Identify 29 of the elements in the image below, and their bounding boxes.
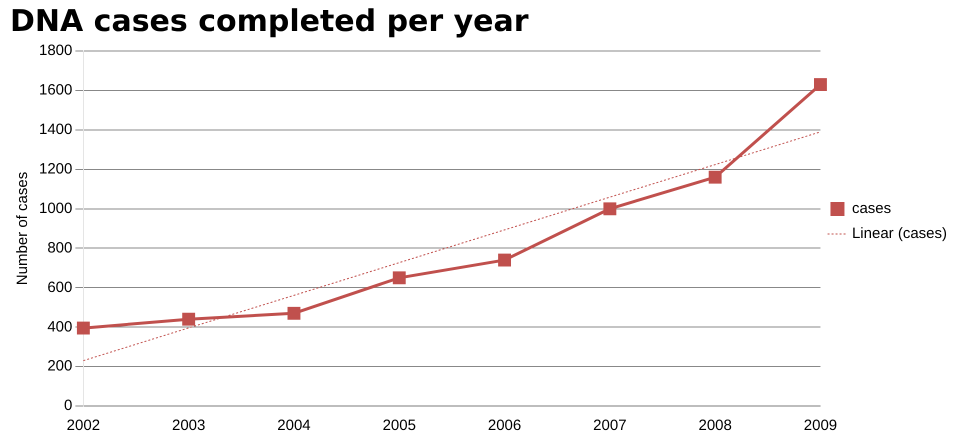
point [708, 170, 722, 184]
x-tick-label: 2003 [172, 417, 206, 434]
point [603, 202, 616, 216]
x-tick-label: 2006 [488, 417, 522, 434]
y-tick-label: 1600 [38, 82, 72, 99]
legend-label: Linear (cases) [852, 225, 948, 242]
point [392, 271, 406, 284]
legend-label: cases [852, 200, 892, 218]
y-tick-label: 600 [47, 278, 72, 296]
x-tick-label: 2007 [593, 417, 627, 434]
point [498, 254, 512, 267]
point [182, 312, 196, 326]
x-tick-label: 2009 [804, 417, 838, 434]
y-axis-title: Number of cases [14, 172, 32, 286]
chart-title: DNA cases completed per year [10, 4, 529, 39]
x-tick-label: 2008 [698, 417, 732, 434]
point [814, 78, 827, 91]
x-tick-label: 2004 [277, 417, 311, 434]
x-tick-label: 2002 [66, 417, 100, 434]
y-tick-label: 1200 [38, 160, 72, 178]
y-tick-label: 1800 [38, 42, 72, 60]
y-tick-label: 400 [47, 318, 72, 336]
y-tick-label: 1400 [38, 121, 72, 138]
y-tick-label: 0 [64, 397, 72, 414]
y-tick-label: 200 [47, 358, 72, 375]
y-tick-label: 1000 [38, 200, 72, 217]
x-tick-label: 2005 [382, 417, 416, 434]
point [288, 306, 300, 320]
y-tick-label: 800 [47, 239, 72, 256]
